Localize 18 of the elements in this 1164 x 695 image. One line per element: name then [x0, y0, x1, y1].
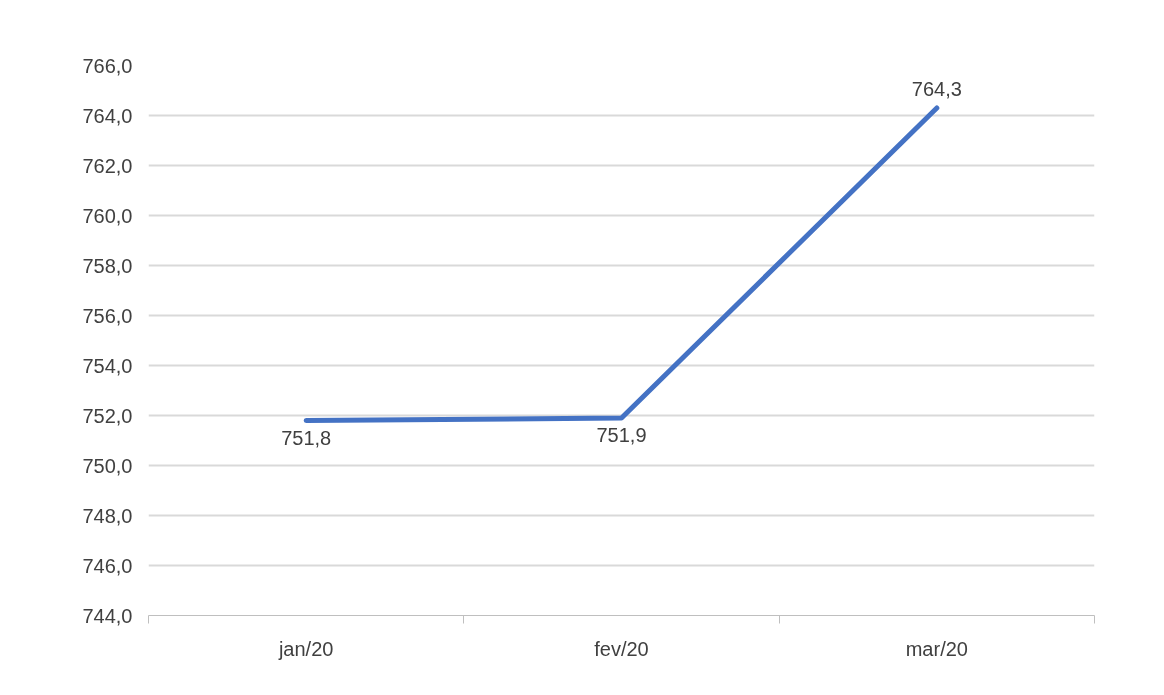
y-tick-label: 746,0: [82, 554, 133, 577]
y-tick-label: 754,0: [82, 354, 133, 377]
y-tick-label: 744,0: [82, 604, 133, 627]
y-tick-label: 760,0: [82, 204, 133, 227]
x-tick-label: jan/20: [277, 637, 334, 660]
y-tick-label: 756,0: [82, 304, 133, 327]
y-tick-label: 766,0: [82, 54, 133, 77]
x-tick-label: mar/20: [905, 637, 968, 660]
data-label: 751,9: [596, 424, 647, 446]
y-tick-label: 764,0: [82, 104, 133, 127]
y-tick-label: 758,0: [82, 254, 133, 277]
data-label: 751,8: [281, 426, 332, 449]
data-label: 764,3: [911, 78, 962, 100]
y-tick-label: 750,0: [82, 454, 133, 477]
y-tick-label: 752,0: [82, 404, 133, 427]
x-tick-label: fev/20: [594, 637, 649, 660]
y-tick-label: 748,0: [82, 504, 133, 527]
y-tick-label: 762,0: [82, 154, 133, 177]
